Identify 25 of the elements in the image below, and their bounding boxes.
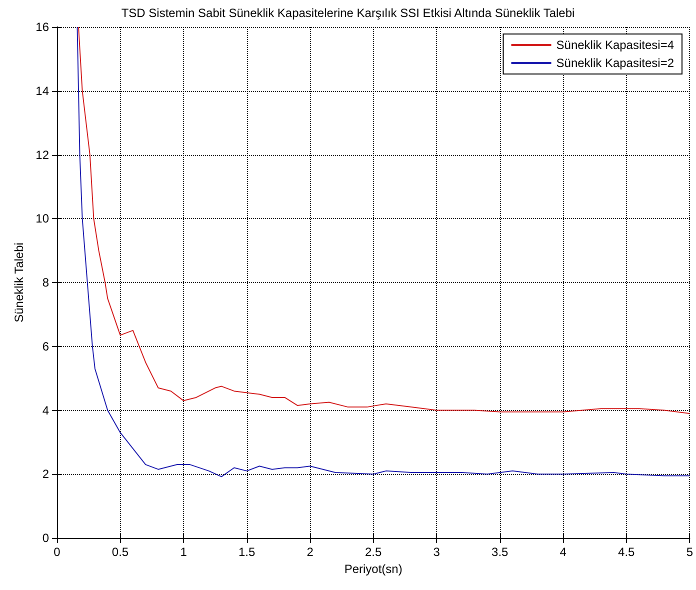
- y-tick-label: 0: [42, 531, 50, 545]
- x-tick-label: 5: [686, 545, 694, 559]
- x-axis-title: Periyot(sn): [344, 562, 402, 576]
- y-axis-title: Süneklik Talebi: [12, 242, 26, 322]
- legend-label: Süneklik Kapasitesi=4: [556, 38, 674, 52]
- y-tick-label: 4: [42, 403, 50, 418]
- legend-label: Süneklik Kapasitesi=2: [556, 56, 674, 70]
- y-tick-label: 8: [42, 276, 50, 290]
- x-tick-label: 4.5: [618, 545, 636, 559]
- y-tick-label: 16: [36, 20, 50, 34]
- x-tick-label: 2: [306, 545, 314, 559]
- x-tick-label: 0: [54, 545, 61, 559]
- x-tick-label: 3.5: [492, 545, 509, 559]
- y-tick-label: 14: [36, 84, 50, 98]
- y-tick-label: 10: [36, 212, 50, 226]
- x-tick-label: 1: [180, 545, 188, 559]
- y-tick-label: 2: [42, 467, 50, 482]
- y-tick-label: 6: [42, 339, 50, 354]
- x-tick-label: 2.5: [364, 545, 382, 559]
- x-tick-label: 0.5: [112, 545, 129, 559]
- chart-title: TSD Sistemin Sabit Süneklik Kapasitelerine Karşılık SSI Etkisi Altında Süneklik Talebi: [121, 6, 575, 20]
- x-tick-label: 4: [560, 545, 567, 559]
- x-tick-label: 3: [433, 545, 440, 559]
- y-tick-label: 12: [36, 148, 50, 162]
- x-tick-label: 1.5: [238, 545, 256, 559]
